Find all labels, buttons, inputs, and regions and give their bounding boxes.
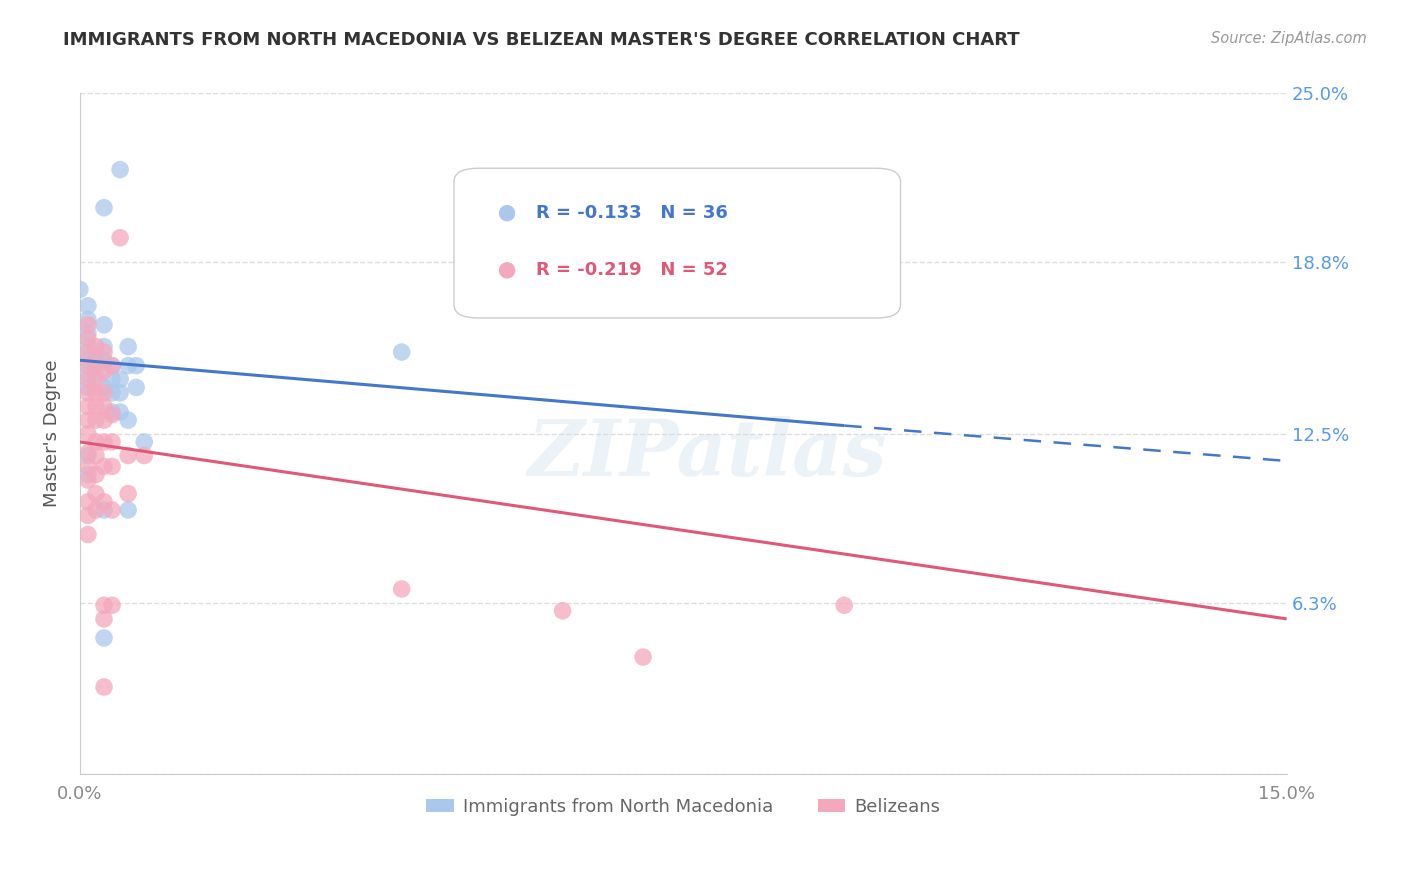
Point xyxy=(77,340,100,354)
Point xyxy=(77,345,100,359)
Point xyxy=(77,312,100,326)
Point xyxy=(832,599,855,613)
Text: R = -0.133   N = 36: R = -0.133 N = 36 xyxy=(536,204,728,222)
Point xyxy=(125,359,148,373)
Point xyxy=(84,400,107,414)
Point xyxy=(93,364,115,378)
Point xyxy=(77,367,100,381)
Point xyxy=(77,353,100,368)
Text: Source: ZipAtlas.com: Source: ZipAtlas.com xyxy=(1211,31,1367,46)
Point xyxy=(77,446,100,460)
Point xyxy=(77,318,100,332)
Point xyxy=(84,359,107,373)
Point xyxy=(117,486,139,500)
Point xyxy=(93,340,115,354)
Point xyxy=(125,380,148,394)
Point xyxy=(93,680,115,694)
Point xyxy=(84,340,107,354)
Point xyxy=(117,449,139,463)
Point xyxy=(93,385,115,400)
Point xyxy=(93,459,115,474)
Point xyxy=(108,230,131,244)
Point xyxy=(108,162,131,177)
Point xyxy=(101,372,124,386)
Text: ZIPatlas: ZIPatlas xyxy=(527,416,887,492)
Point xyxy=(134,449,156,463)
Point xyxy=(93,353,115,368)
Point xyxy=(84,372,107,386)
Point xyxy=(117,413,139,427)
Point xyxy=(108,405,131,419)
Point xyxy=(391,582,413,596)
Text: IMMIGRANTS FROM NORTH MACEDONIA VS BELIZEAN MASTER'S DEGREE CORRELATION CHART: IMMIGRANTS FROM NORTH MACEDONIA VS BELIZ… xyxy=(63,31,1019,49)
Point xyxy=(77,400,100,414)
Point xyxy=(108,385,131,400)
Point xyxy=(101,599,124,613)
Point xyxy=(84,467,107,482)
Point xyxy=(77,459,100,474)
Point xyxy=(84,385,107,400)
Point xyxy=(93,201,115,215)
Point xyxy=(101,359,124,373)
Point xyxy=(84,434,107,449)
Point xyxy=(108,372,131,386)
Point xyxy=(84,367,107,381)
Point xyxy=(77,508,100,523)
Text: R = -0.219   N = 52: R = -0.219 N = 52 xyxy=(536,261,728,279)
Point xyxy=(69,282,91,296)
Point xyxy=(77,372,100,386)
Point xyxy=(77,359,100,373)
Point xyxy=(77,527,100,541)
Point xyxy=(752,291,775,305)
Point xyxy=(391,345,413,359)
Point xyxy=(77,299,100,313)
Point xyxy=(77,495,100,509)
Point xyxy=(84,449,107,463)
Point xyxy=(117,359,139,373)
Point xyxy=(93,318,115,332)
Point xyxy=(93,413,115,427)
Point xyxy=(84,413,107,427)
Point xyxy=(93,345,115,359)
Point xyxy=(93,400,115,414)
Point xyxy=(101,385,124,400)
Point xyxy=(101,459,124,474)
Point xyxy=(77,326,100,340)
Point xyxy=(134,434,156,449)
Point xyxy=(93,503,115,517)
Point xyxy=(84,486,107,500)
Point xyxy=(101,434,124,449)
Point xyxy=(77,413,100,427)
Point xyxy=(101,503,124,517)
Point xyxy=(101,359,124,373)
Point xyxy=(77,449,100,463)
Point xyxy=(93,495,115,509)
Point xyxy=(551,255,574,269)
Point xyxy=(77,385,100,400)
Point xyxy=(101,408,124,422)
Point xyxy=(93,434,115,449)
Point xyxy=(84,503,107,517)
Point xyxy=(77,473,100,487)
Point xyxy=(117,503,139,517)
Point xyxy=(551,604,574,618)
Point xyxy=(77,467,100,482)
Point xyxy=(77,331,100,345)
Point xyxy=(631,650,654,665)
Point xyxy=(93,599,115,613)
Point xyxy=(84,353,107,368)
Point xyxy=(101,405,124,419)
Point xyxy=(77,380,100,394)
Point xyxy=(117,340,139,354)
FancyBboxPatch shape xyxy=(454,169,900,318)
Legend: Immigrants from North Macedonia, Belizeans: Immigrants from North Macedonia, Belizea… xyxy=(419,790,948,823)
Point xyxy=(93,631,115,645)
Y-axis label: Master's Degree: Master's Degree xyxy=(44,360,60,508)
Point xyxy=(77,426,100,441)
Point xyxy=(93,380,115,394)
Point xyxy=(93,612,115,626)
